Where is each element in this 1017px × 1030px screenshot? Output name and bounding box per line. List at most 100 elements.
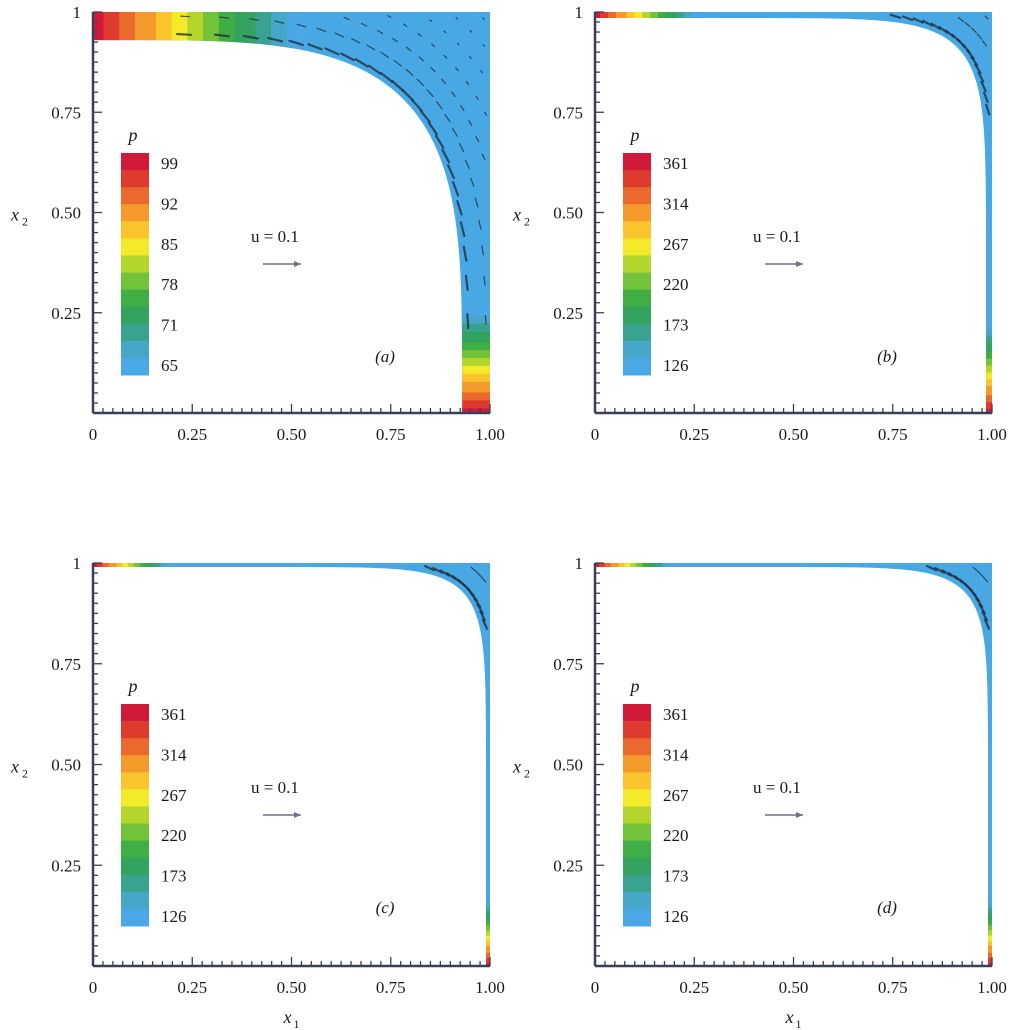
pressure-band-top: [255, 12, 262, 49]
colorbar-swatch: [121, 153, 149, 171]
pressure-band-right: [454, 410, 490, 413]
colorbar-tick-label: 126: [663, 907, 689, 926]
pressure-band-right: [982, 360, 992, 364]
pressure-band-top: [634, 12, 638, 23]
pressure-band-top: [608, 12, 612, 23]
velocity-vector: [480, 576, 487, 583]
colorbar-swatch: [623, 187, 651, 205]
velocity-vector: [478, 219, 482, 230]
colorbar-tick-label: 173: [663, 867, 689, 886]
velocity-vector: [380, 71, 394, 83]
velocity-vector: [296, 23, 307, 28]
velocity-vector: [469, 55, 472, 59]
velocity-vector: [447, 164, 455, 180]
pressure-band-right: [982, 353, 992, 357]
velocity-vector: [424, 564, 436, 572]
colorbar-swatch: [121, 891, 149, 910]
velocity-vector: [941, 569, 953, 577]
pressure-band-top: [629, 12, 633, 23]
colorbar-tick-label: 220: [161, 826, 187, 845]
pressure-band-right: [982, 335, 992, 339]
pressure-band-right: [982, 326, 992, 330]
colorbar-swatch: [121, 238, 149, 256]
pressure-band-right: [454, 405, 490, 409]
colorbar-swatch: [623, 755, 651, 773]
pressure-band-right: [454, 407, 490, 411]
legend-title: p: [127, 125, 138, 145]
colorbar-tick-label: 99: [161, 154, 178, 173]
pressure-band-top: [129, 12, 136, 49]
pressure-band-top: [140, 12, 147, 49]
velocity-vector: [475, 136, 480, 143]
panel-label: (c): [376, 898, 395, 917]
y-axis-label-sub: 2: [22, 767, 28, 781]
pressure-band-right: [982, 339, 992, 343]
colorbar-tick-label: 361: [663, 705, 689, 724]
velocity-vector: [455, 17, 459, 20]
pressure-band-top: [276, 12, 283, 49]
pressure-band-top: [678, 12, 683, 23]
velocity-vector: [922, 19, 934, 27]
colorbar-swatch: [623, 306, 651, 325]
pressure-band-top: [663, 12, 667, 23]
pressure-band-right: [454, 344, 490, 348]
pressure-band-top: [670, 12, 675, 23]
pressure-band-right: [454, 323, 490, 327]
velocity-key-arrowhead: [796, 261, 803, 267]
velocity-vector: [889, 13, 902, 19]
x-tick-label: 0.25: [679, 425, 709, 444]
pressure-band-right: [982, 403, 992, 407]
velocity-vector: [249, 18, 260, 21]
pressure-band-top: [103, 12, 110, 49]
pressure-band-right: [982, 351, 992, 355]
velocity-vector: [219, 16, 230, 19]
fluid-region: [93, 12, 490, 413]
pressure-band-right: [982, 349, 992, 352]
pressure-band-right: [454, 360, 490, 364]
velocity-key-arrowhead: [796, 812, 803, 818]
colorbar-swatch: [623, 323, 651, 342]
pressure-band-right: [982, 323, 992, 327]
velocity-vector: [901, 15, 914, 22]
colorbar-swatch: [121, 255, 149, 274]
x-tick-label: 0.25: [177, 978, 207, 997]
pressure-band-top: [602, 12, 607, 23]
pressure-band-top: [657, 12, 662, 23]
colorbar-tick-label: 85: [161, 235, 178, 254]
pressure-band-right: [982, 392, 992, 396]
pressure-band-right: [982, 371, 992, 375]
velocity-vector: [926, 564, 938, 572]
colorbar-tick-label: 361: [663, 154, 689, 173]
colorbar-swatch: [623, 704, 651, 722]
pressure-band-right: [982, 374, 992, 378]
colorbar-swatch: [623, 857, 651, 876]
pressure-band-right: [982, 337, 992, 341]
y-axis-label-sub: 2: [22, 215, 28, 229]
pressure-band-right: [454, 389, 490, 393]
pressure-band-right: [982, 342, 992, 346]
y-tick-label: 1: [73, 3, 82, 22]
pressure-band-top: [192, 12, 199, 49]
velocity-vector: [429, 19, 433, 22]
fluid-region: [595, 12, 992, 413]
velocity-vector: [466, 312, 470, 330]
y-tick-label: 0.50: [553, 756, 583, 775]
colorbar-swatch: [121, 789, 149, 807]
y-tick-label: 0.25: [553, 304, 583, 323]
pressure-band-right: [454, 333, 490, 337]
x-tick-label: 0: [591, 425, 600, 444]
pressure-band-top: [150, 12, 157, 49]
pressure-band-top: [650, 12, 654, 23]
colorbar-swatch: [623, 874, 651, 893]
velocity-vector: [465, 81, 470, 86]
colorbar-tick-label: 267: [663, 786, 689, 805]
colorbar-tick-label: 126: [663, 356, 689, 375]
x-tick-label: 0.75: [376, 425, 406, 444]
pressure-band-right: [982, 344, 992, 348]
velocity-vector: [930, 22, 942, 30]
y-axis-label-sub: 2: [524, 767, 530, 781]
pressure-band-top: [134, 12, 141, 49]
pressure-band-right: [454, 399, 490, 404]
pressure-band-right: [982, 399, 992, 403]
velocity-vectors: [175, 14, 488, 330]
